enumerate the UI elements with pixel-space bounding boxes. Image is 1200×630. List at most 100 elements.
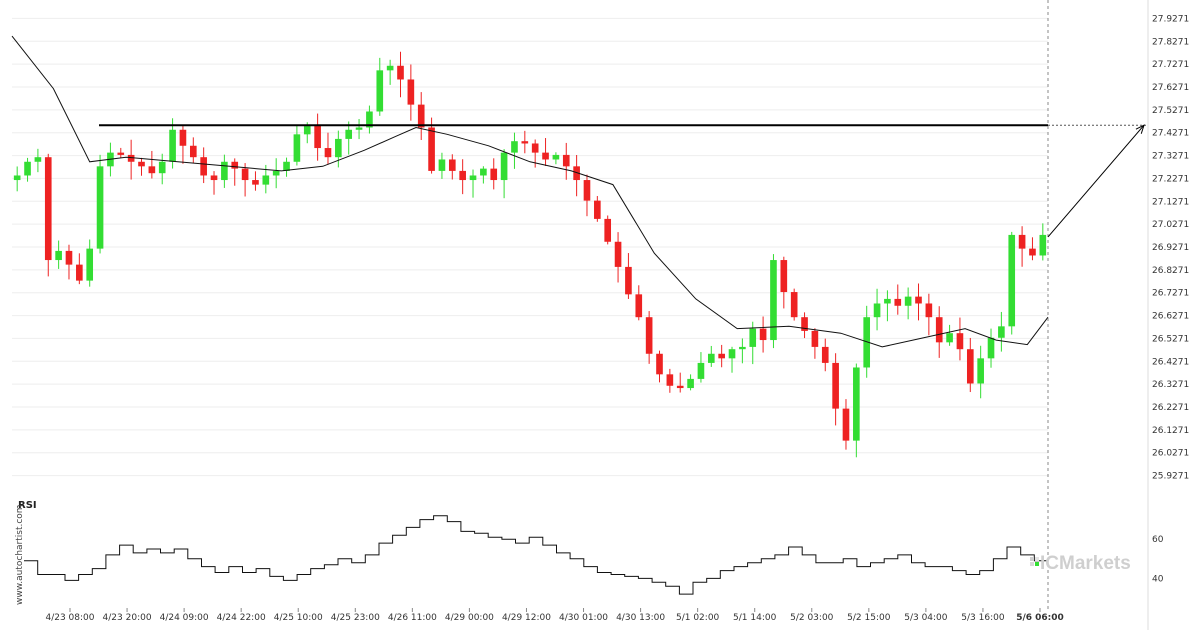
rsi-tick-label: 60 — [1152, 535, 1164, 545]
candle-body — [614, 241, 622, 267]
candle-body — [44, 157, 52, 261]
candle-body — [34, 157, 42, 162]
candle-body — [521, 141, 529, 144]
candle-body — [552, 154, 560, 160]
time-tick-label: 5/1 14:00 — [733, 613, 777, 623]
price-tick-label: 26.0271 — [1152, 449, 1189, 459]
candle-body — [915, 296, 922, 304]
candle-body — [13, 175, 21, 181]
candle-body — [863, 317, 871, 368]
candle-body — [210, 175, 218, 181]
price-tick-label: 25.9271 — [1152, 472, 1189, 482]
candle-body — [904, 296, 912, 306]
rsi-tick-label: 40 — [1152, 574, 1164, 584]
candle-body — [707, 353, 715, 363]
price-tick-label: 27.1271 — [1152, 197, 1189, 207]
candle-body — [1039, 234, 1047, 256]
candle-body — [987, 337, 995, 359]
brand-mark — [1035, 557, 1039, 561]
price-tick-label: 27.7271 — [1152, 60, 1189, 70]
candle-body — [697, 362, 705, 379]
price-tick-label: 26.3271 — [1152, 380, 1189, 390]
candle-body — [272, 170, 280, 176]
candle-body — [573, 166, 580, 181]
candle-body — [873, 303, 881, 318]
moving-average-line — [11, 35, 1049, 348]
candle-body — [448, 159, 456, 171]
price-tick-label: 27.4271 — [1152, 129, 1189, 139]
candle-body — [1029, 248, 1036, 256]
candle-body — [24, 161, 31, 176]
time-tick-label: 4/25 23:00 — [331, 613, 380, 623]
candle-body — [158, 161, 166, 174]
price-tick-label: 27.3271 — [1152, 152, 1189, 162]
candle-body — [407, 79, 415, 105]
candle-body — [428, 127, 435, 171]
brand-mark — [1030, 562, 1034, 566]
candle-body — [935, 317, 943, 343]
time-tick-label: 5/3 04:00 — [904, 613, 948, 623]
candle-body — [821, 346, 829, 363]
candle-body — [500, 152, 508, 181]
time-tick-label: 4/23 08:00 — [45, 613, 94, 623]
time-axis: 4/23 08:00 4/23 20:00 4/24 09:00 4/24 22:00… — [45, 608, 1064, 623]
time-tick-label: 4/24 22:00 — [217, 613, 266, 623]
candle-body — [811, 330, 819, 347]
time-tick-label: 4/30 13:00 — [616, 613, 665, 623]
rsi-label: RSI — [18, 500, 37, 511]
candle-body — [459, 170, 466, 181]
price-tick-label: 27.9271 — [1152, 14, 1189, 24]
projection-arrowhead — [1135, 124, 1145, 134]
price-tick-label: 26.1271 — [1152, 426, 1189, 436]
candle-body — [138, 161, 145, 167]
time-tick-label: 5/6 06:00 — [1016, 613, 1064, 623]
price-tick-label: 26.8271 — [1152, 266, 1189, 276]
price-tick-label: 26.9271 — [1152, 243, 1189, 253]
candle-body — [562, 154, 570, 167]
candle-body — [666, 374, 674, 386]
candles — [13, 51, 1047, 458]
grid — [12, 17, 1048, 477]
brand-mark — [1035, 562, 1039, 566]
brand-logo: ICMarkets — [1040, 553, 1131, 574]
time-tick-label: 4/29 12:00 — [502, 613, 551, 623]
candle-body — [583, 180, 591, 201]
candle-body — [221, 161, 228, 181]
candle-body — [853, 367, 860, 441]
candle-body — [645, 317, 653, 354]
candle-body — [1018, 234, 1026, 249]
candle-body — [148, 166, 156, 174]
candle-body — [241, 168, 249, 181]
price-tick-label: 27.8271 — [1152, 37, 1189, 47]
candle-body — [511, 141, 518, 153]
candle-body — [946, 333, 953, 343]
candle-body — [169, 129, 176, 162]
candle-body — [376, 70, 384, 112]
candle-body — [283, 161, 290, 171]
candle-body — [739, 346, 746, 350]
price-tick-label: 26.6271 — [1152, 312, 1189, 322]
candle-body — [366, 111, 373, 128]
candle-body — [594, 200, 601, 219]
candle-body — [179, 129, 187, 146]
projection-arrow — [1047, 124, 1145, 238]
candle-body — [759, 328, 767, 341]
price-tick-label: 26.5271 — [1152, 334, 1189, 344]
time-tick-label: 5/3 16:00 — [961, 613, 1005, 623]
candle-body — [335, 138, 342, 158]
candle-body — [842, 408, 850, 441]
candle-body — [718, 353, 725, 359]
time-tick-label: 4/25 10:00 — [274, 613, 323, 623]
candle-body — [293, 134, 301, 162]
watermark-text: www.autochartist.com — [15, 504, 25, 605]
candle-body — [117, 152, 125, 155]
candle-body — [303, 125, 311, 135]
candle-body — [966, 349, 974, 384]
price-tick-label: 26.4271 — [1152, 357, 1189, 367]
candle-body — [469, 175, 477, 181]
candle-body — [925, 303, 933, 318]
candle-body — [790, 292, 798, 318]
candle-body — [86, 248, 94, 281]
candle-body — [262, 175, 270, 185]
